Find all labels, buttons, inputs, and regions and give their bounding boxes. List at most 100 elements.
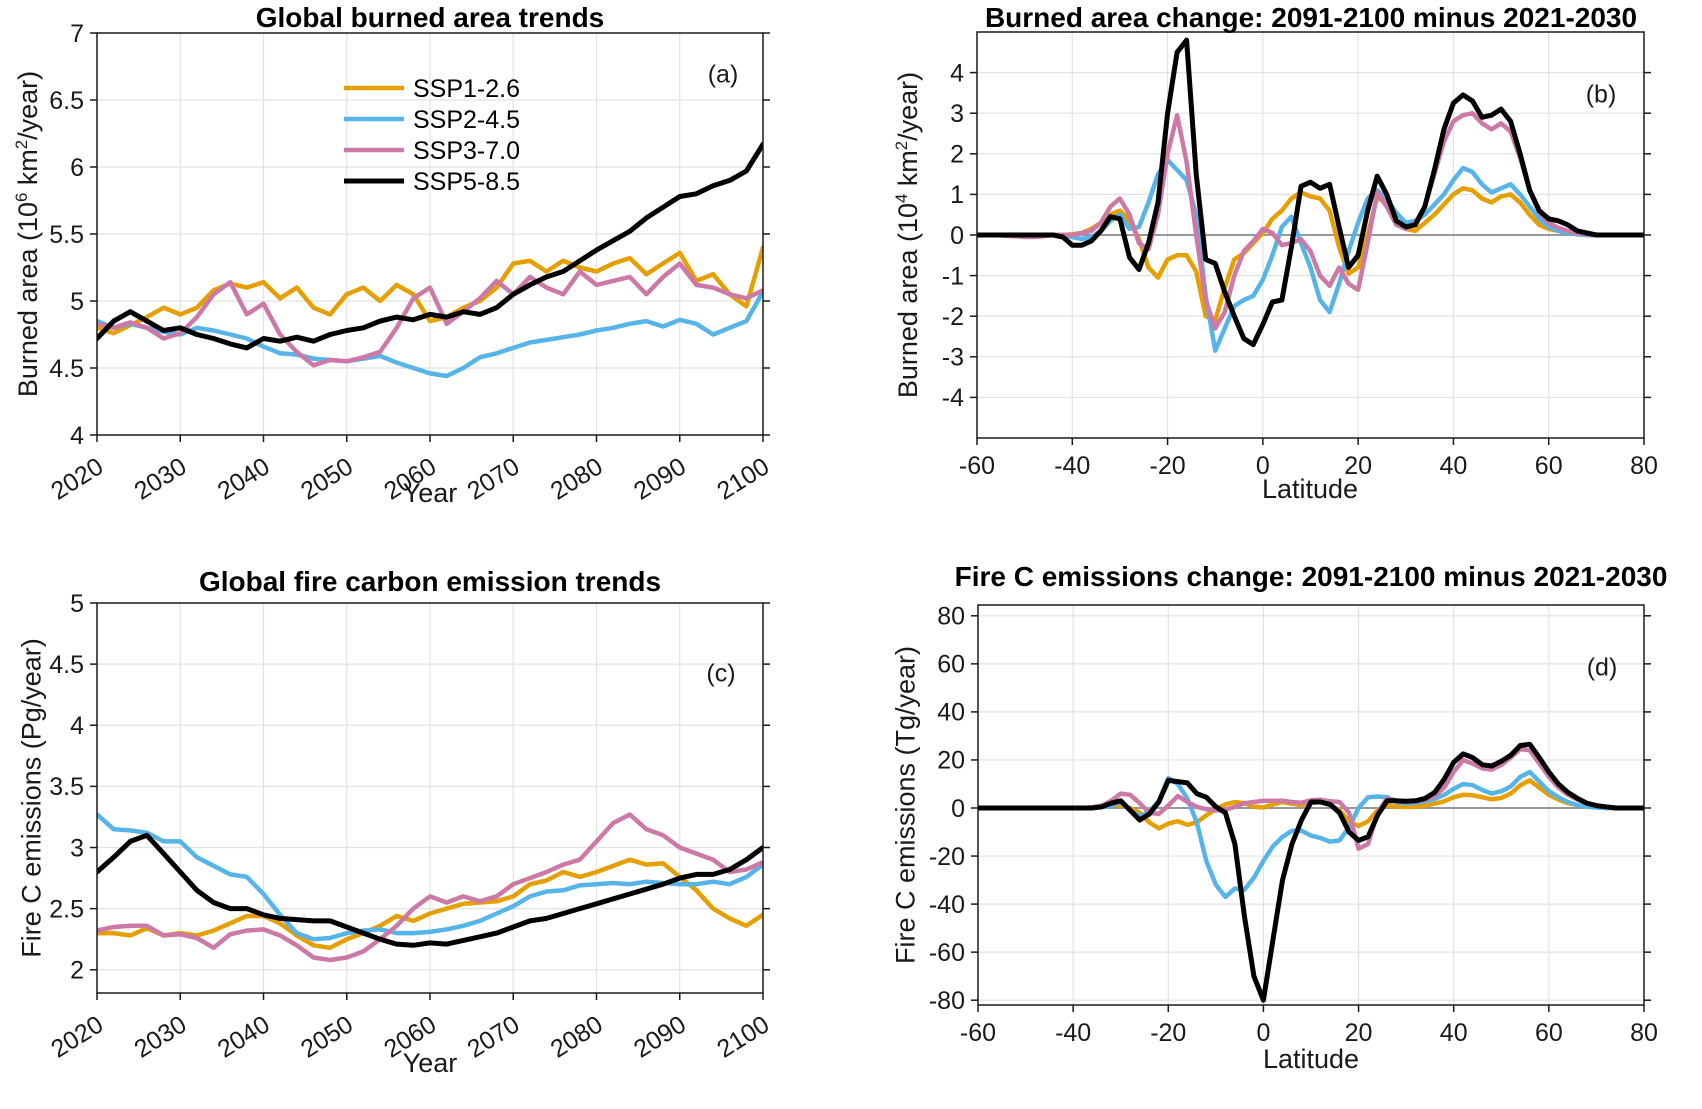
x-tick-label: 2020 <box>46 452 108 505</box>
panel-c-y-axis-label: Fire C emissions (Pg/year) <box>17 638 48 958</box>
series-line-SSP2-4.5 <box>97 812 763 942</box>
x-tick-label: 2050 <box>296 1010 358 1063</box>
y-tick-label: 80 <box>937 603 965 631</box>
x-tick-label: -40 <box>1055 1019 1091 1047</box>
x-tick-label: -20 <box>1150 452 1186 480</box>
series-line-SSP3-7.0 <box>97 812 763 963</box>
x-tick-label: 2050 <box>296 452 358 505</box>
x-tick-label: 2100 <box>712 452 774 505</box>
x-tick-label: 2040 <box>213 1010 275 1063</box>
x-tick-label: 2020 <box>46 1010 108 1063</box>
legend: SSP1-2.6 SSP2-4.5 SSP3-7.0 SSP5-8.5 <box>344 75 520 196</box>
y-tick-label: 3 <box>950 100 964 128</box>
y-axis-label-segment: Fire C emissions (Tg/year) <box>890 645 921 965</box>
x-tick-label: 60 <box>1535 1019 1563 1047</box>
panel-b-x-axis-label: Latitude <box>1261 474 1359 504</box>
series-line-SSP3-7.0 <box>97 261 763 368</box>
x-tick-label: 2080 <box>546 452 608 505</box>
series-line-SSP5-8.5 <box>97 141 763 351</box>
x-tick-label: 2040 <box>213 452 275 505</box>
legend-item-label: SSP2-4.5 <box>413 106 520 134</box>
panel-c-corner-label: (c) <box>706 659 736 688</box>
panel-a-corner-label: (a) <box>707 60 739 89</box>
x-tick-label: -60 <box>960 1019 996 1047</box>
y-axis-label-segment: Burned area (10 <box>893 203 923 399</box>
y-tick-label: 5.5 <box>49 221 84 249</box>
panel-a-plot: 2020 2030 2040 2050 2060 2070 2080 2090 210044.5… <box>46 20 774 506</box>
y-axis-label-segment: /year) <box>893 71 923 141</box>
series-line-SSP5-8.5 <box>97 832 763 948</box>
x-tick-label: 2070 <box>462 452 524 505</box>
panel-d-y-axis-label: Fire C emissions (Tg/year) <box>891 646 922 964</box>
y-tick-label: -3 <box>942 344 964 372</box>
y-tick-label: -40 <box>929 891 965 919</box>
x-tick-label: -20 <box>1150 1019 1186 1047</box>
x-tick-label: 2030 <box>129 1010 191 1063</box>
panel-c-title: Global fire carbon emission trends <box>198 566 662 597</box>
y-tick-label: 4 <box>70 712 84 740</box>
panel-a-title: Global burned area trends <box>255 2 605 33</box>
panel-a-y-axis-label: Burned area (106 km2/year) <box>12 71 44 397</box>
y-axis-label-segment: 4 <box>892 193 911 204</box>
x-tick-label: -60 <box>959 452 995 480</box>
x-tick-label: 0 <box>1256 1019 1270 1047</box>
y-tick-label: 1 <box>950 181 964 209</box>
panel-b-title: Burned area change: 2091-2100 minus 2021… <box>984 2 1638 33</box>
y-axis-label-segment: km <box>893 150 923 194</box>
legend-item-SSP3-7.0: SSP3-7.0 <box>344 137 520 165</box>
x-tick-label: 40 <box>1440 1019 1468 1047</box>
x-tick-label: 40 <box>1440 452 1468 480</box>
legend-item-SSP2-4.5: SSP2-4.5 <box>344 106 520 134</box>
panel-d-x-axis-label: Latitude <box>1262 1044 1360 1074</box>
legend-item-SSP1-2.6: SSP1-2.6 <box>344 75 520 103</box>
panel-c-x-axis-label: Year <box>402 1048 458 1078</box>
x-tick-label: -40 <box>1054 452 1090 480</box>
y-axis-label-segment: 6 <box>12 192 31 203</box>
x-tick-label: 80 <box>1630 452 1658 480</box>
y-tick-label: 4 <box>950 59 964 87</box>
panel-a-x-axis-label: Year <box>402 478 458 508</box>
y-tick-label: 6 <box>70 154 84 182</box>
legend-item-label: SSP1-2.6 <box>413 75 520 103</box>
legend-item-SSP5-8.5: SSP5-8.5 <box>344 168 520 196</box>
y-tick-label: -1 <box>942 262 964 290</box>
legend-item-label: SSP3-7.0 <box>413 137 520 165</box>
y-axis-label-segment: 2 <box>12 139 31 150</box>
y-axis-label-segment: /year) <box>13 70 43 140</box>
y-tick-label: 2 <box>70 957 84 985</box>
x-tick-label: 2100 <box>712 1010 774 1063</box>
y-tick-label: 2.5 <box>49 895 84 923</box>
y-tick-label: 0 <box>951 795 965 823</box>
y-axis-label-segment: 2 <box>892 140 911 151</box>
x-tick-label: 0 <box>1256 452 1270 480</box>
series-line-SSP5-8.5 <box>977 37 1644 348</box>
panel-d-title: Fire C emissions change: 2091-2100 minus… <box>954 561 1668 592</box>
y-tick-label: 4.5 <box>49 355 84 383</box>
y-tick-label: 5 <box>70 288 84 316</box>
y-tick-label: -80 <box>929 987 965 1015</box>
panel-d-corner-label: (d) <box>1586 653 1618 682</box>
x-tick-label: 20 <box>1344 452 1372 480</box>
x-tick-label: 2080 <box>546 1010 608 1063</box>
axes-box <box>977 604 1645 1006</box>
y-tick-label: 5 <box>70 590 84 618</box>
series-line-SSP5-8.5 <box>978 741 1644 1003</box>
y-tick-label: 40 <box>937 699 965 727</box>
series-line-SSP3-7.0 <box>977 110 1644 331</box>
x-tick-label: 60 <box>1535 452 1563 480</box>
x-tick-label: 80 <box>1630 1019 1658 1047</box>
legend-item-label: SSP5-8.5 <box>413 168 520 196</box>
y-tick-label: -2 <box>942 303 964 331</box>
y-tick-label: -4 <box>942 384 964 412</box>
y-tick-label: 20 <box>937 747 965 775</box>
panel-b-corner-label: (b) <box>1585 80 1617 109</box>
y-tick-label: 3 <box>70 834 84 862</box>
series-line-SSP2-4.5 <box>977 157 1644 353</box>
y-axis-label-segment: Burned area (10 <box>13 202 43 398</box>
x-tick-label: 2070 <box>462 1010 524 1063</box>
y-tick-label: 7 <box>70 20 84 48</box>
y-tick-label: 60 <box>937 651 965 679</box>
series-line-SSP1-2.6 <box>97 245 763 336</box>
